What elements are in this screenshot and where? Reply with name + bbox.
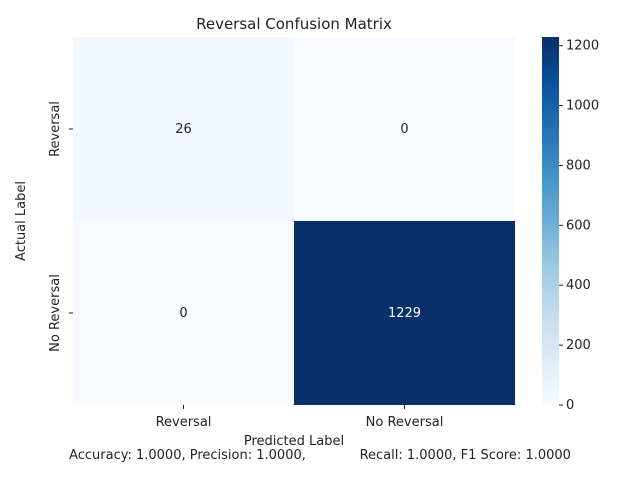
- heatmap-cell-labels: 26 0 0 1229: [175, 122, 421, 321]
- y-axis-ticks: Reversal No Reversal: [48, 101, 73, 352]
- colorbar: [542, 37, 559, 405]
- colorbar-ticks: 0 200 400 600 800 1000 1200: [559, 39, 599, 413]
- colorbar-tick-label: 0: [566, 398, 574, 413]
- heatmap-cell: [294, 37, 515, 221]
- heatmap-cell: [73, 37, 294, 221]
- metrics-footer: Accuracy: 1.0000, Precision: 1.0000, Rec…: [69, 448, 571, 463]
- colorbar-tick-label: 1000: [566, 99, 599, 114]
- cell-value-label: 26: [175, 122, 192, 137]
- y-tick-label: No Reversal: [48, 274, 63, 352]
- cell-value-label: 0: [179, 306, 187, 321]
- cell-value-label: 0: [400, 122, 408, 137]
- chart-title: Reversal Confusion Matrix: [196, 15, 392, 33]
- heatmap-cells: [73, 37, 515, 405]
- colorbar-tick-label: 800: [566, 158, 591, 173]
- x-axis-ticks: Reversal No Reversal: [156, 405, 444, 430]
- y-tick-label: Reversal: [48, 101, 63, 157]
- y-axis-label: Actual Label: [14, 181, 29, 261]
- colorbar-tick-label: 400: [566, 278, 591, 293]
- colorbar-tick-label: 200: [566, 338, 591, 353]
- colorbar-tick-label: 1200: [566, 39, 599, 54]
- colorbar-tick-label: 600: [566, 218, 591, 233]
- x-axis-label: Predicted Label: [244, 434, 344, 449]
- heatmap-cell: [73, 221, 294, 405]
- heatmap-cell: [294, 221, 515, 405]
- x-tick-label: No Reversal: [366, 415, 444, 430]
- x-tick-label: Reversal: [156, 415, 212, 430]
- cell-value-label: 1229: [388, 306, 421, 321]
